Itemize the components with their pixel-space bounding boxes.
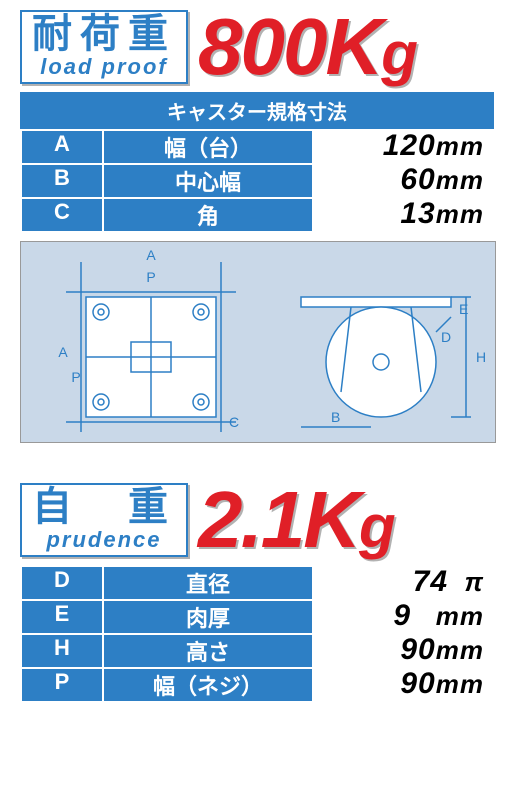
big-value-2: 2.1Kg	[198, 488, 394, 552]
spec-row: H 高さ 90mm	[20, 633, 494, 667]
unit-small-2: g	[359, 493, 394, 560]
spec-row: C 角 13mm	[20, 197, 494, 231]
spec-letter: E	[22, 601, 104, 633]
spec-letter: P	[22, 669, 104, 701]
spec-rows-1: A 幅（台） 120mm B 中心幅 60mm C 角 13mm	[20, 129, 494, 231]
section-load-proof: 耐荷重 load proof 800Kg キャスター規格寸法 A 幅（台） 12…	[20, 10, 494, 443]
spec-label: 直径	[104, 567, 312, 599]
svg-text:H: H	[476, 349, 486, 365]
spec-value: 60mm	[314, 163, 494, 197]
header-row-2: 自 重 prudence 2.1Kg	[20, 483, 494, 557]
spec-letter: D	[22, 567, 104, 599]
spec-value: 9 mm	[314, 599, 494, 633]
spec-letter: H	[22, 635, 104, 667]
spec-label: 幅（ネジ）	[104, 669, 312, 701]
spec-label: 角	[104, 199, 312, 231]
spec-header-1: キャスター規格寸法	[20, 92, 494, 129]
value-num-1: 800	[198, 2, 325, 91]
spec-rows-2: D 直径 74 π E 肉厚 9 mm H 高さ 90mm	[20, 565, 494, 701]
svg-text:B: B	[331, 409, 340, 425]
title-en-1: load proof	[32, 56, 176, 78]
big-value-1: 800Kg	[198, 15, 416, 79]
spec-row: B 中心幅 60mm	[20, 163, 494, 197]
spec-value: 120mm	[314, 129, 494, 163]
title-badge-1: 耐荷重 load proof	[20, 10, 188, 84]
section-prudence: 自 重 prudence 2.1Kg D 直径 74 π E 肉厚 9	[20, 483, 494, 701]
unit-big-1: K	[325, 2, 381, 91]
spec-row: A 幅（台） 120mm	[20, 129, 494, 163]
spec-value: 90mm	[314, 667, 494, 701]
spec-label: 肉厚	[104, 601, 312, 633]
spec-row: P 幅（ネジ） 90mm	[20, 667, 494, 701]
spec-row: E 肉厚 9 mm	[20, 599, 494, 633]
spec-row: D 直径 74 π	[20, 565, 494, 599]
svg-text:D: D	[441, 329, 451, 345]
svg-text:E: E	[459, 301, 468, 317]
title-badge-2: 自 重 prudence	[20, 483, 188, 557]
diagram-svg: A P A P C	[21, 242, 495, 442]
spec-letter: A	[22, 131, 104, 163]
svg-text:P: P	[146, 269, 155, 285]
spec-label: 幅（台）	[104, 131, 312, 163]
title-jp-1: 耐荷重	[32, 14, 176, 54]
title-en-2: prudence	[32, 529, 176, 551]
spec-value: 13mm	[314, 197, 494, 231]
svg-text:A: A	[58, 344, 68, 360]
spec-label: 中心幅	[104, 165, 312, 197]
svg-text:P: P	[71, 369, 80, 385]
value-num-2: 2.1	[198, 475, 303, 564]
header-row-1: 耐荷重 load proof 800Kg	[20, 10, 494, 84]
svg-text:C: C	[229, 414, 239, 430]
diagram: A P A P C	[20, 241, 496, 443]
unit-big-2: K	[303, 475, 359, 564]
spec-value: 74 π	[314, 565, 494, 599]
spec-value: 90mm	[314, 633, 494, 667]
spec-label: 高さ	[104, 635, 312, 667]
spec-letter: B	[22, 165, 104, 197]
title-jp-2: 自 重	[32, 487, 176, 527]
spec-letter: C	[22, 199, 104, 231]
svg-text:A: A	[146, 247, 156, 263]
unit-small-1: g	[381, 20, 416, 87]
